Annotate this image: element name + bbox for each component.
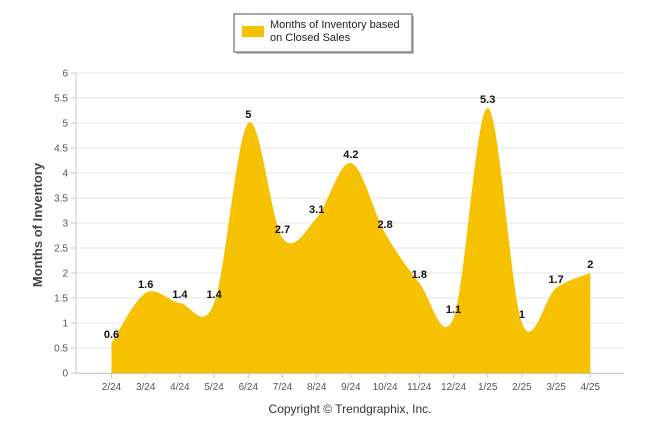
y-tick-label: 2.5 (54, 244, 68, 255)
x-tick-label: 10/24 (373, 382, 398, 393)
legend-swatch (242, 26, 264, 37)
data-label: 3.1 (309, 204, 324, 216)
x-tick-label: 3/24 (136, 382, 156, 393)
copyright-footer: Copyright © Trendgraphix, Inc. (269, 402, 432, 416)
y-tick-label: 1 (62, 319, 68, 330)
y-tick-label: 4 (62, 169, 68, 180)
y-ticks: 0 0.5 1 1.5 2 2.5 3 3.5 4 4.5 5 5.5 6 (54, 69, 76, 380)
y-tick-label: 5.5 (54, 94, 68, 105)
y-tick-label: 2 (62, 269, 68, 280)
y-tick-label: 4.5 (54, 144, 68, 155)
x-tick-label: 9/24 (341, 382, 361, 393)
data-label: 5 (245, 109, 251, 121)
data-label: 1.4 (172, 289, 188, 301)
x-ticks: 2/24 3/24 4/24 5/24 6/24 7/24 8/24 9/24 10/24 11/… (102, 373, 601, 393)
data-label: 2 (587, 259, 593, 271)
data-label: 5.3 (480, 94, 495, 106)
x-tick-label: 4/25 (581, 382, 601, 393)
legend: Months of Inventory based on Closed Sale… (233, 13, 414, 54)
data-label: 1.8 (412, 269, 427, 281)
x-tick-label: 3/25 (546, 382, 566, 393)
y-axis-title: Months of Inventory (30, 162, 45, 287)
data-label: 0.6 (104, 329, 119, 341)
x-tick-label: 11/24 (407, 382, 432, 393)
legend-label-line-2: on Closed Sales (270, 32, 351, 44)
x-tick-label: 12/24 (441, 382, 466, 393)
y-tick-label: 3 (62, 219, 68, 230)
data-label: 4.2 (343, 149, 358, 161)
data-label: 1 (519, 309, 525, 321)
x-tick-label: 5/24 (204, 382, 224, 393)
x-tick-label: 4/24 (170, 382, 190, 393)
y-tick-label: 1.5 (54, 294, 68, 305)
y-tick-label: 3.5 (54, 194, 68, 205)
y-tick-label: 0.5 (54, 344, 68, 355)
plot-area (111, 107, 591, 373)
x-tick-label: 2/24 (102, 382, 122, 393)
data-label: 1.4 (206, 289, 222, 301)
y-tick-label: 6 (62, 69, 68, 80)
x-tick-label: 7/24 (273, 382, 293, 393)
data-label: 2.7 (275, 224, 290, 236)
data-label: 1.6 (138, 279, 153, 291)
data-label: 1.7 (548, 274, 563, 286)
x-tick-label: 2/25 (512, 382, 532, 393)
y-tick-label: 0 (62, 369, 68, 380)
data-labels: 0.6 1.6 1.4 1.4 5 2.7 3.1 4.2 2.8 1.8 1.1 5.3 1 1.7 2 (104, 94, 594, 341)
y-tick-label: 5 (62, 119, 68, 130)
x-tick-label: 1/25 (478, 382, 498, 393)
legend-label-line-1: Months of Inventory based (270, 19, 400, 31)
series-area (111, 107, 591, 373)
data-label: 2.8 (377, 219, 392, 231)
x-tick-label: 6/24 (239, 382, 259, 393)
x-tick-label: 8/24 (307, 382, 327, 393)
data-label: 1.1 (446, 304, 461, 316)
